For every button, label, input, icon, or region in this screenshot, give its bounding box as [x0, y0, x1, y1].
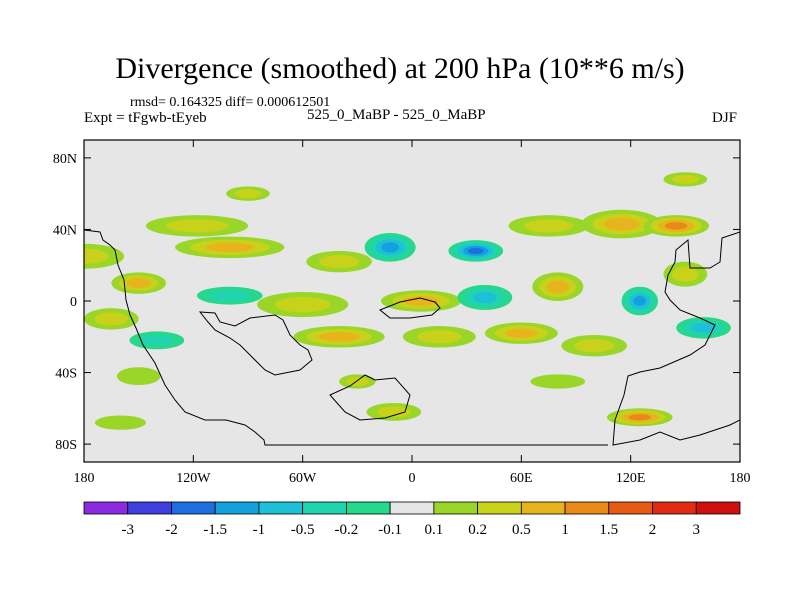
contour-blob-29-ring-0: [94, 415, 146, 430]
colorbar-swatch-12: [608, 501, 653, 515]
coastline-small-island: [379, 297, 441, 319]
contour-blob-6-ring-4: [467, 247, 484, 254]
colorbar-label-7: 0.1: [424, 522, 443, 538]
contour-blob-17-ring-1: [671, 266, 699, 282]
chart-title: Divergence (smoothed) at 200 hPa (10**6 …: [115, 52, 685, 85]
contour-blob-20-ring-1: [140, 334, 174, 346]
colorbar-label-6: -0.1: [378, 522, 402, 538]
colorbar-swatch-13: [652, 501, 697, 515]
colorbar-swatch-4: [258, 501, 304, 515]
contour-blob-19-ring-1: [94, 312, 129, 326]
y-tick-label-3: 40S: [55, 367, 77, 382]
x-tick-label-5: 120E: [616, 471, 646, 486]
contour-blob-5-ring-3: [381, 242, 400, 253]
colorbar-swatch-7: [389, 501, 435, 515]
contour-blob-9-ring-3: [664, 222, 688, 230]
contour-blob-30-ring-1: [376, 406, 411, 418]
colorbar-label-5: -0.2: [335, 522, 359, 538]
colorbar-label-4: -0.5: [291, 522, 315, 538]
colorbar-label-11: 1.5: [599, 522, 618, 538]
colorbar-swatch-10: [520, 501, 566, 515]
colorbar-swatch-8: [433, 501, 479, 515]
contour-blob-16-ring-2: [546, 280, 570, 294]
colorbar-label-8: 0.2: [468, 522, 487, 538]
colorbar-swatch-14: [695, 501, 741, 515]
season-label: DJF: [712, 110, 738, 126]
y-tick-label-2: 0: [70, 295, 77, 310]
contour-blob-11-ring-1: [234, 189, 262, 199]
contour-blob-23-ring-2: [505, 328, 538, 338]
colorbar-label-10: 1: [561, 522, 569, 538]
contour-blob-8-ring-2: [603, 217, 640, 231]
coastline-eastern-continent: [612, 231, 740, 446]
coastline-africa: [198, 311, 313, 376]
colorbar-swatch-2: [171, 501, 216, 515]
colorbar-swatch-1: [127, 501, 172, 515]
coastline-americas: [84, 229, 608, 446]
contour-blob-25-ring-2: [691, 323, 716, 333]
x-tick-label-4: 60E: [510, 471, 533, 486]
colorbar-label-12: 2: [649, 522, 657, 538]
y-tick-label-1: 40N: [53, 223, 77, 238]
colorbar-swatch-0: [83, 501, 129, 515]
contour-blob-14-ring-1: [209, 290, 250, 302]
contour-blob-26-ring-0: [116, 367, 161, 386]
contour-blob-15-ring-2: [472, 291, 498, 303]
contour-blob-3-ring-2: [205, 242, 255, 253]
coastline-antarctic-island: [329, 374, 411, 421]
contour-blob-18-ring-3: [633, 296, 647, 306]
colorbar-swatch-9: [477, 501, 522, 515]
x-tick-label-3: 0: [409, 471, 416, 486]
contour-blob-27-ring-1: [346, 377, 369, 386]
contour-blob-24-ring-1: [574, 339, 615, 353]
contour-blob-2-ring-1: [165, 219, 229, 233]
contour-blob-28-ring-0: [530, 374, 586, 389]
x-tick-label-6: 180: [730, 471, 751, 486]
colorbar-label-1: -2: [165, 522, 178, 538]
colorbar-label-3: -1: [253, 522, 266, 538]
x-tick-label-2: 60W: [289, 471, 317, 486]
colorbar-swatch-3: [214, 501, 260, 515]
contour-blob-13-ring-1: [274, 296, 331, 313]
colorbar-swatch-6: [345, 501, 391, 515]
case-label: 525_0_MaBP - 525_0_MaBP: [307, 107, 486, 123]
colorbar-label-13: 3: [693, 522, 701, 538]
contour-blob-12-ring-2: [403, 296, 439, 306]
colorbar-label-2: -1.5: [203, 522, 227, 538]
colorbar-label-0: -3: [121, 522, 134, 538]
x-tick-label-1: 120W: [176, 471, 211, 486]
contour-blob-22-ring-1: [416, 330, 462, 344]
x-tick-label-0: 180: [74, 471, 95, 486]
contour-blob-10-ring-1: [671, 174, 699, 184]
contour-blob-1-ring-2: [126, 278, 151, 288]
contour-blob-21-ring-2: [318, 332, 360, 342]
expt-line: Expt = tFgwb-tEyeb: [84, 110, 207, 126]
colorbar-swatch-11: [564, 501, 610, 515]
contour-blob-31-ring-3: [628, 414, 652, 421]
y-tick-label-4: 80S: [55, 438, 77, 453]
contour-blob-0-ring-1: [84, 248, 109, 264]
colorbar-swatch-5: [302, 501, 347, 515]
rmsd-line: rmsd= 0.164325 diff= 0.000612501: [130, 95, 331, 110]
y-tick-label-0: 80N: [53, 152, 77, 167]
contour-blob-7-ring-1: [523, 219, 574, 233]
contour-blob-4-ring-1: [318, 255, 360, 269]
colorbar-label-9: 0.5: [512, 522, 531, 538]
